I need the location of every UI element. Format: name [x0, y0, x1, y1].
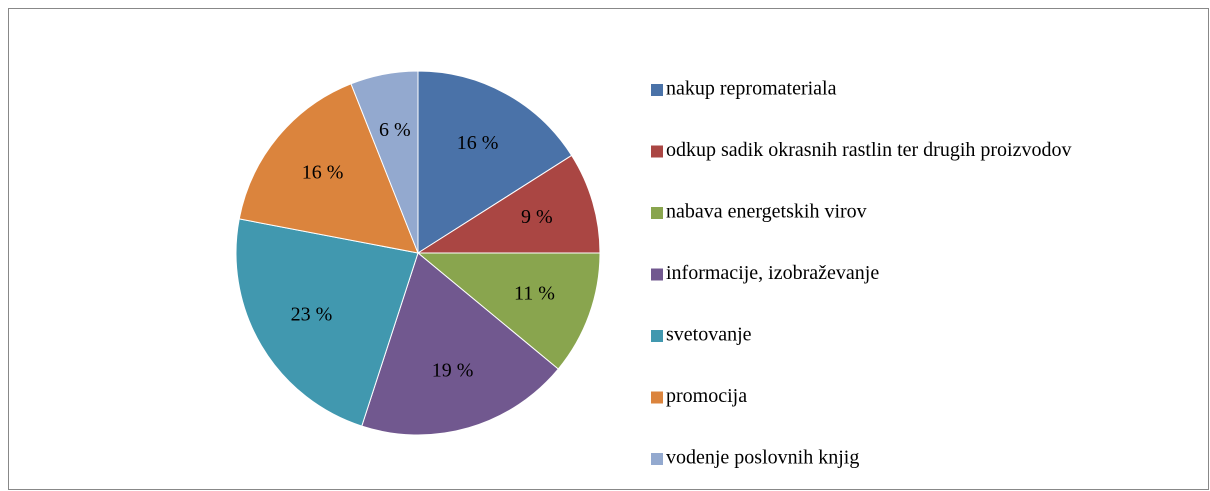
data-label: 23 % [291, 304, 333, 326]
legend-label: informacije, izobraževanje [666, 262, 879, 284]
data-label: 16 % [457, 132, 499, 154]
legend-swatch [651, 268, 663, 281]
legend-label: odkup sadik okrasnih rastlin ter drugih … [666, 139, 1072, 161]
legend-swatch [651, 453, 663, 465]
pie-slice [417, 70, 573, 254]
legend-swatch [651, 145, 663, 158]
legend-label: nakup repromateriala [666, 78, 837, 100]
data-label: 6 % [379, 119, 411, 141]
pie-slice [238, 83, 419, 254]
legend-swatch [651, 391, 663, 404]
legend-label: nabava energetskih virov [666, 201, 867, 223]
legend-swatch [651, 84, 663, 96]
pie-slice [235, 218, 419, 427]
legend-swatch [651, 330, 663, 342]
pie-slice [361, 252, 559, 436]
data-label: 11 % [514, 283, 555, 305]
legend-label: svetovanje [666, 324, 752, 346]
chart-frame [8, 8, 1209, 490]
pie-slice [350, 70, 419, 254]
legend-label: vodenje poslovnih knjig [666, 447, 859, 469]
legend-label: promocija [666, 385, 747, 407]
data-label: 16 % [302, 162, 344, 184]
pie-slice [416, 154, 601, 254]
data-label: 19 % [432, 359, 474, 381]
legend-swatch [651, 207, 663, 219]
pie-slice [416, 252, 601, 370]
data-label: 9 % [521, 206, 553, 228]
